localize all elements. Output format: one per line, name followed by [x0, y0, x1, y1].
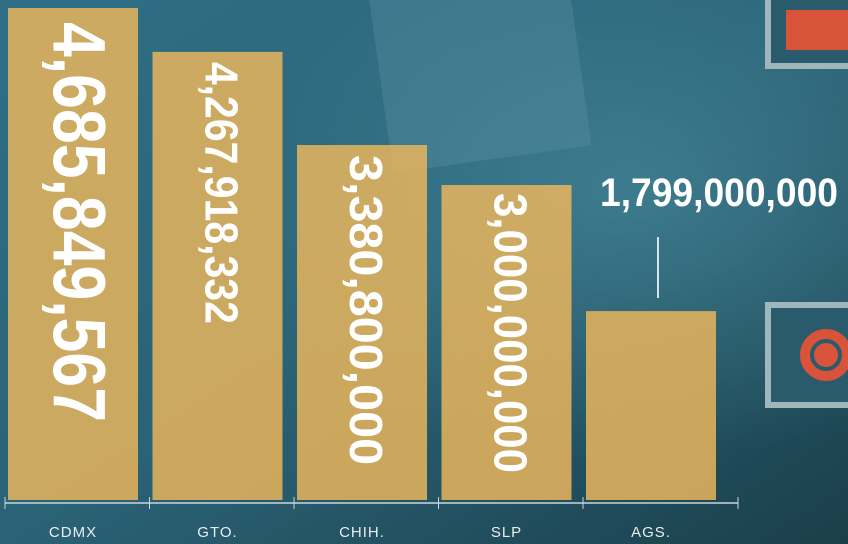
- category-label: CDMX: [49, 524, 97, 541]
- icon-middle: [768, 305, 848, 405]
- value-label: 4,267,918,332: [195, 62, 247, 324]
- icon-top: [768, 0, 848, 66]
- category-label: CHIH.: [339, 524, 385, 541]
- category-label: SLP: [491, 524, 522, 541]
- value-label: 4,685,849,567: [37, 22, 120, 422]
- category-label: GTO.: [197, 524, 237, 541]
- category-label: AGS.: [631, 524, 671, 541]
- bar: [586, 311, 716, 500]
- value-label: 3,000,000,000: [484, 193, 536, 473]
- chart: CDMX 4,685,849,567 GTO. 4,267,918,332 CHIH. 3…: [0, 0, 848, 544]
- value-label: 1,799,000,000: [600, 171, 838, 215]
- value-label: 3,380,800,000: [340, 155, 392, 465]
